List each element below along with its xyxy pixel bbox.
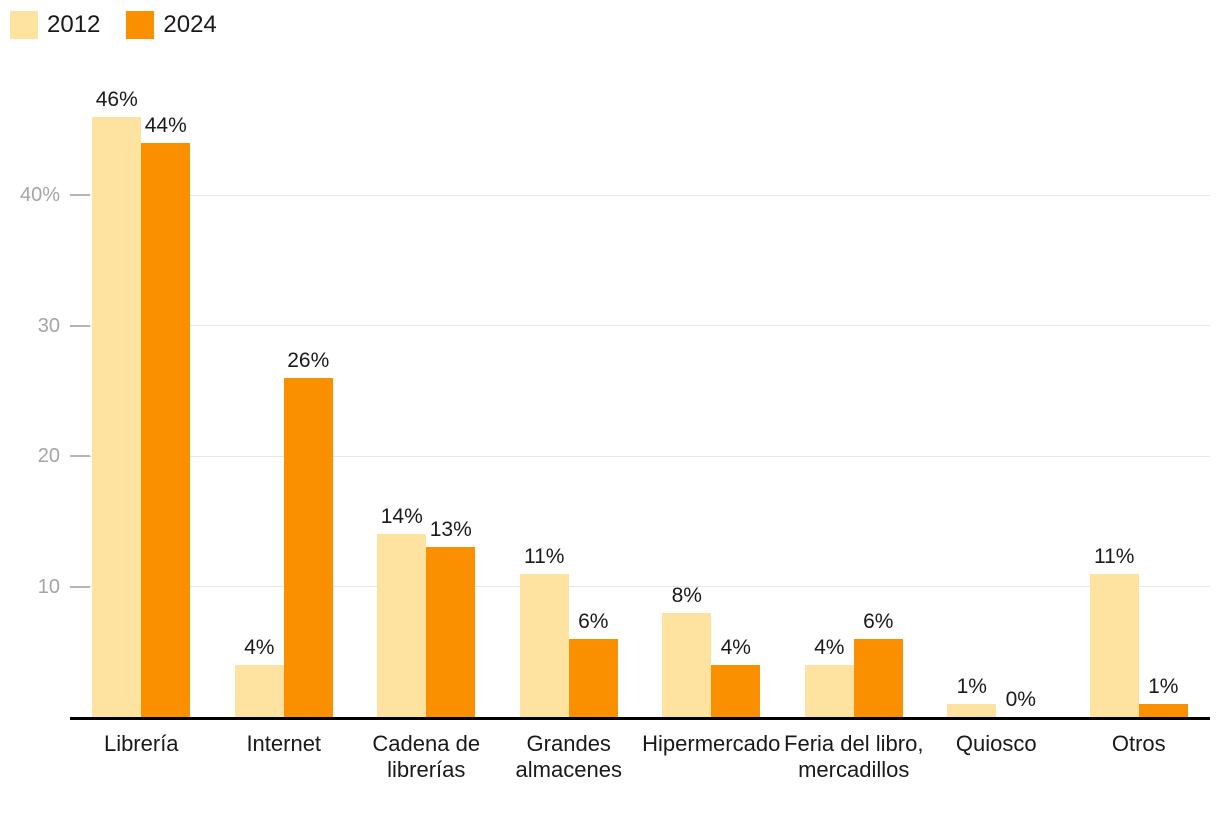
- y-tick-mark: [70, 324, 90, 327]
- value-label-2024: 0%: [1005, 688, 1036, 711]
- bar-2012: [519, 573, 569, 717]
- x-axis-label: Hipermercado: [642, 731, 781, 756]
- x-axis-label: Internet: [246, 731, 322, 756]
- value-label-2024: 6%: [863, 609, 894, 633]
- bar-2024: [853, 638, 903, 717]
- bar-2012: [662, 612, 712, 717]
- x-axis-line: [70, 717, 1210, 720]
- bar-2012: [92, 117, 142, 717]
- value-label-2024: 4%: [720, 635, 751, 659]
- legend-item-2012: 2012: [10, 11, 100, 39]
- legend: 2012 2024: [10, 11, 217, 39]
- y-tick-mark: [70, 455, 90, 458]
- value-label-2012: 8%: [671, 583, 702, 607]
- gridline: [70, 586, 1210, 588]
- bar-2012: [1089, 573, 1139, 717]
- y-tick-mark: [70, 194, 90, 197]
- x-axis-label: Otros: [1111, 731, 1166, 756]
- bar-2012: [947, 703, 997, 717]
- y-axis-label: 30: [37, 314, 60, 337]
- gridline: [70, 325, 1210, 327]
- bar-2012: [377, 534, 427, 717]
- legend-label-2024: 2024: [163, 11, 217, 38]
- legend-item-2024: 2024: [126, 11, 217, 39]
- gridline: [70, 194, 1210, 196]
- bar-2024: [711, 664, 761, 717]
- x-axis-label: Quiosco: [955, 731, 1037, 756]
- value-label-2024: 6%: [578, 609, 609, 633]
- value-label-2012: 11%: [1094, 544, 1135, 568]
- bar-2024: [283, 377, 333, 717]
- bar-2024: [1138, 703, 1188, 717]
- value-label-2024: 44%: [144, 114, 187, 138]
- y-axis-label: 10: [37, 575, 60, 598]
- bar-2024: [426, 547, 476, 717]
- bar-2012: [234, 664, 284, 717]
- x-axis-label: Feria del libro, mercadillos: [784, 731, 924, 782]
- value-label-2012: 1%: [956, 674, 987, 698]
- legend-label-2012: 2012: [47, 11, 101, 38]
- x-axis-label: Librería: [103, 731, 179, 756]
- y-axis-label: 40%: [19, 184, 60, 207]
- legend-swatch-2012: [10, 11, 38, 39]
- value-label-2012: 4%: [244, 635, 275, 659]
- y-tick-mark: [70, 585, 90, 588]
- value-label-2012: 11%: [524, 544, 565, 568]
- bar-2024: [141, 143, 191, 717]
- x-axis-label: Cadena de librerías: [372, 731, 481, 782]
- value-label-2024: 13%: [429, 518, 472, 542]
- value-label-2012: 4%: [814, 635, 845, 659]
- bar-2012: [804, 664, 854, 717]
- gridline: [70, 455, 1210, 457]
- value-label-2012: 46%: [95, 88, 138, 112]
- legend-swatch-2024: [126, 11, 155, 39]
- x-axis-label: Grandes almacenes: [515, 731, 622, 782]
- value-label-2024: 1%: [1148, 674, 1179, 698]
- value-label-2024: 26%: [287, 348, 330, 372]
- value-label-2012: 14%: [380, 505, 423, 529]
- bar-2024: [568, 638, 618, 717]
- y-axis-label: 20: [37, 445, 60, 468]
